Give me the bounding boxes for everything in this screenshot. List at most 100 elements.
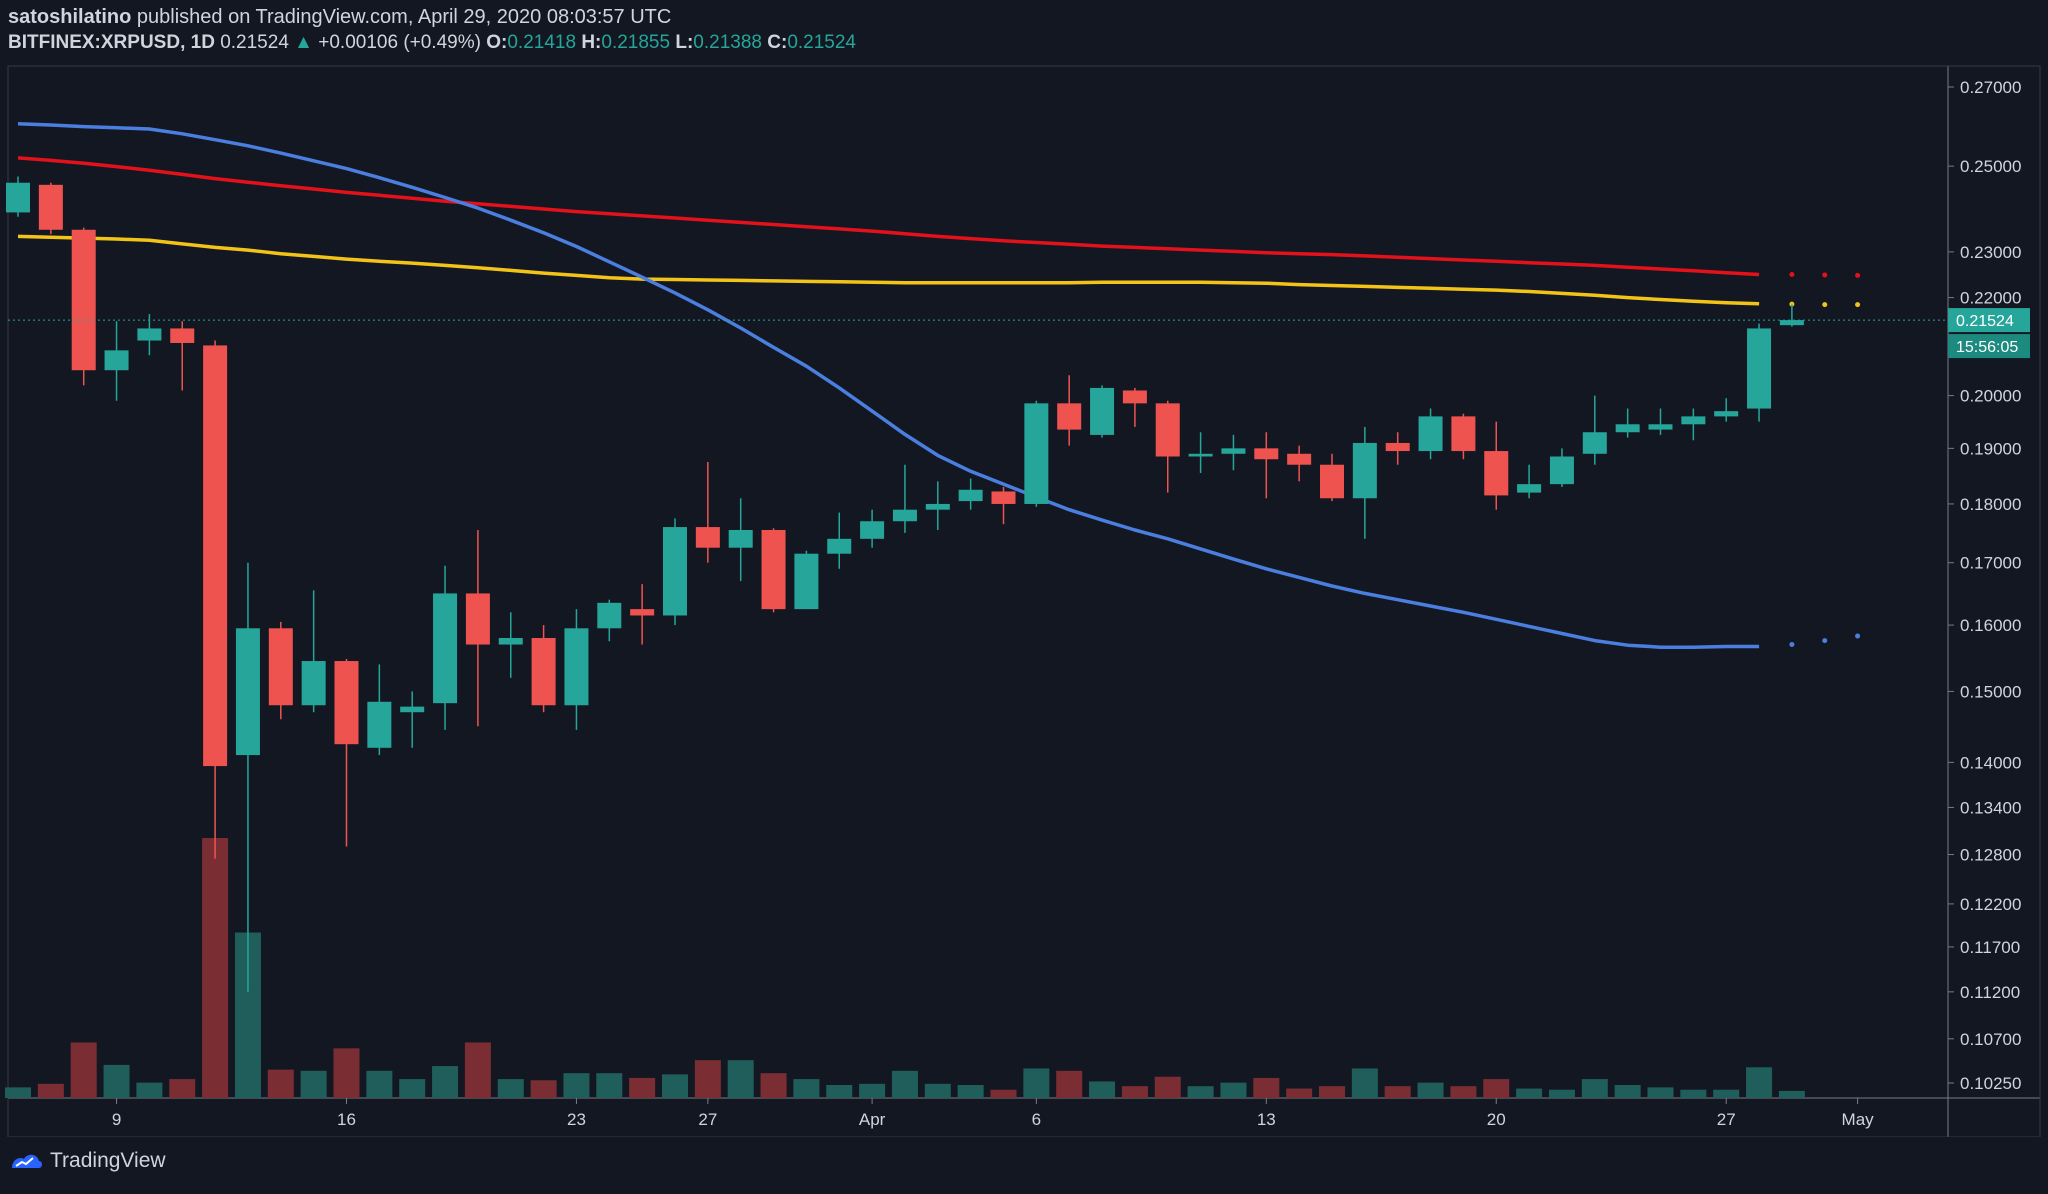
volume-bar xyxy=(1450,1086,1477,1098)
volume-bar xyxy=(924,1083,951,1098)
candle-body xyxy=(630,609,655,616)
candle-body xyxy=(1549,456,1574,485)
volume-bar xyxy=(1056,1070,1083,1098)
time-tick-label: 27 xyxy=(698,1110,717,1129)
open-value: 0.21418 xyxy=(507,32,577,53)
volume-bar xyxy=(267,1069,294,1098)
volume-bar xyxy=(399,1079,426,1098)
candle-body xyxy=(1648,424,1673,430)
moving-average-projection-dot xyxy=(1789,301,1795,307)
candle-body xyxy=(1122,390,1147,404)
volume-bar xyxy=(1121,1086,1148,1098)
candle-body xyxy=(71,229,96,371)
volume-bar xyxy=(300,1070,327,1098)
close-label: C: xyxy=(767,32,788,53)
candle-body xyxy=(531,638,556,706)
volume-bar xyxy=(464,1042,491,1098)
candle-body xyxy=(170,328,195,343)
volume-bar xyxy=(629,1077,656,1098)
candle-body xyxy=(104,350,129,371)
candle-body xyxy=(400,706,425,713)
volume-bar xyxy=(727,1060,754,1098)
published-text: published on TradingView.com, April 29, … xyxy=(136,6,672,28)
candle-body xyxy=(1681,416,1706,425)
candle-body xyxy=(1418,416,1443,452)
candle-body xyxy=(498,638,523,645)
volume-bar xyxy=(1384,1086,1411,1098)
brand-name: TradingView xyxy=(50,1149,166,1172)
volume-bar xyxy=(37,1083,64,1098)
candle-body xyxy=(860,521,885,539)
symbol-label[interactable]: BITFINEX:XRPUSD, 1D xyxy=(8,32,215,53)
publish-info: satoshilatino published on TradingView.c… xyxy=(8,6,671,29)
volume-bar xyxy=(1548,1089,1575,1098)
candle-body xyxy=(597,602,622,629)
candle-body xyxy=(1484,451,1509,496)
volume-bar xyxy=(70,1042,97,1098)
price-tick-label: 0.27000 xyxy=(1960,78,2021,97)
candle-body xyxy=(235,628,260,756)
volume-bar xyxy=(990,1089,1017,1098)
volume-bar xyxy=(497,1079,524,1098)
candle-body xyxy=(1779,320,1804,326)
volume-bar xyxy=(1286,1088,1313,1098)
chart-header: satoshilatino published on TradingView.c… xyxy=(0,0,2048,66)
moving-average-projection-dot xyxy=(1789,271,1795,277)
volume-bar xyxy=(760,1073,787,1098)
candle-body xyxy=(958,489,983,502)
price-tick-label: 0.23000 xyxy=(1960,243,2021,262)
price-tick-label: 0.18000 xyxy=(1960,495,2021,514)
volume-bars xyxy=(5,838,1805,1098)
price-axis[interactable]: 0.27000 0.25000 0.23000 0.22000 0.20000 0.190… xyxy=(1948,78,2021,1093)
candle-body xyxy=(1615,424,1640,433)
candle-body xyxy=(794,553,819,610)
volume-bar xyxy=(5,1087,31,1098)
high-label: H: xyxy=(581,32,602,53)
volume-bar xyxy=(694,1060,721,1098)
candle-body xyxy=(1517,484,1542,493)
volume-bar xyxy=(662,1074,688,1098)
chart-frame xyxy=(7,65,2041,1138)
close-value: 0.21524 xyxy=(787,32,856,53)
open-label: O: xyxy=(486,32,508,53)
volume-bar xyxy=(1220,1082,1247,1098)
low-label: L: xyxy=(675,32,694,53)
volume-bar xyxy=(1351,1068,1378,1098)
volume-bar xyxy=(563,1073,590,1098)
time-tick-label: 20 xyxy=(1487,1110,1506,1129)
price-tick-label: 0.25000 xyxy=(1960,157,2021,176)
moving-average-projection-dot xyxy=(1822,272,1828,278)
tradingview-logo-icon xyxy=(12,1154,42,1168)
candle-body xyxy=(1188,453,1213,457)
time-tick-label: 13 xyxy=(1257,1110,1276,1129)
candle-body xyxy=(465,593,490,645)
volume-bar xyxy=(1516,1088,1543,1098)
volume-bar xyxy=(596,1073,623,1098)
candle-body xyxy=(1385,442,1410,452)
volume-bar xyxy=(202,838,229,1098)
time-tick-label: 16 xyxy=(337,1110,356,1129)
price-change: +0.00106 (+0.49%) xyxy=(318,32,481,53)
price-tick-label: 0.12800 xyxy=(1960,846,2021,865)
volume-bar xyxy=(1187,1086,1214,1098)
volume-bar xyxy=(333,1048,360,1098)
price-tick-label: 0.10700 xyxy=(1960,1030,2021,1049)
candle-body xyxy=(1254,448,1279,460)
volume-bar xyxy=(793,1079,820,1098)
candle-body xyxy=(367,701,392,748)
volume-bar xyxy=(1614,1085,1641,1098)
moving-average-projection-dot xyxy=(1855,272,1861,278)
author-name[interactable]: satoshilatino xyxy=(8,6,132,28)
candle-body xyxy=(1287,453,1312,465)
price-tick-label: 0.13400 xyxy=(1960,798,2021,817)
volume-bar xyxy=(136,1082,163,1098)
tradingview-brand[interactable]: TradingView xyxy=(10,1149,166,1173)
candle-body xyxy=(301,661,326,706)
countdown-value: 15:56:05 xyxy=(1956,339,2018,356)
candle-body xyxy=(1747,328,1772,409)
up-arrow-icon: ▲ xyxy=(294,32,313,53)
time-tick-label: 9 xyxy=(112,1110,121,1129)
time-axis[interactable]: 9 16 23 27 Apr 6 13 20 27 May xyxy=(112,1098,1874,1129)
price-tick-label: 0.20000 xyxy=(1960,387,2021,406)
